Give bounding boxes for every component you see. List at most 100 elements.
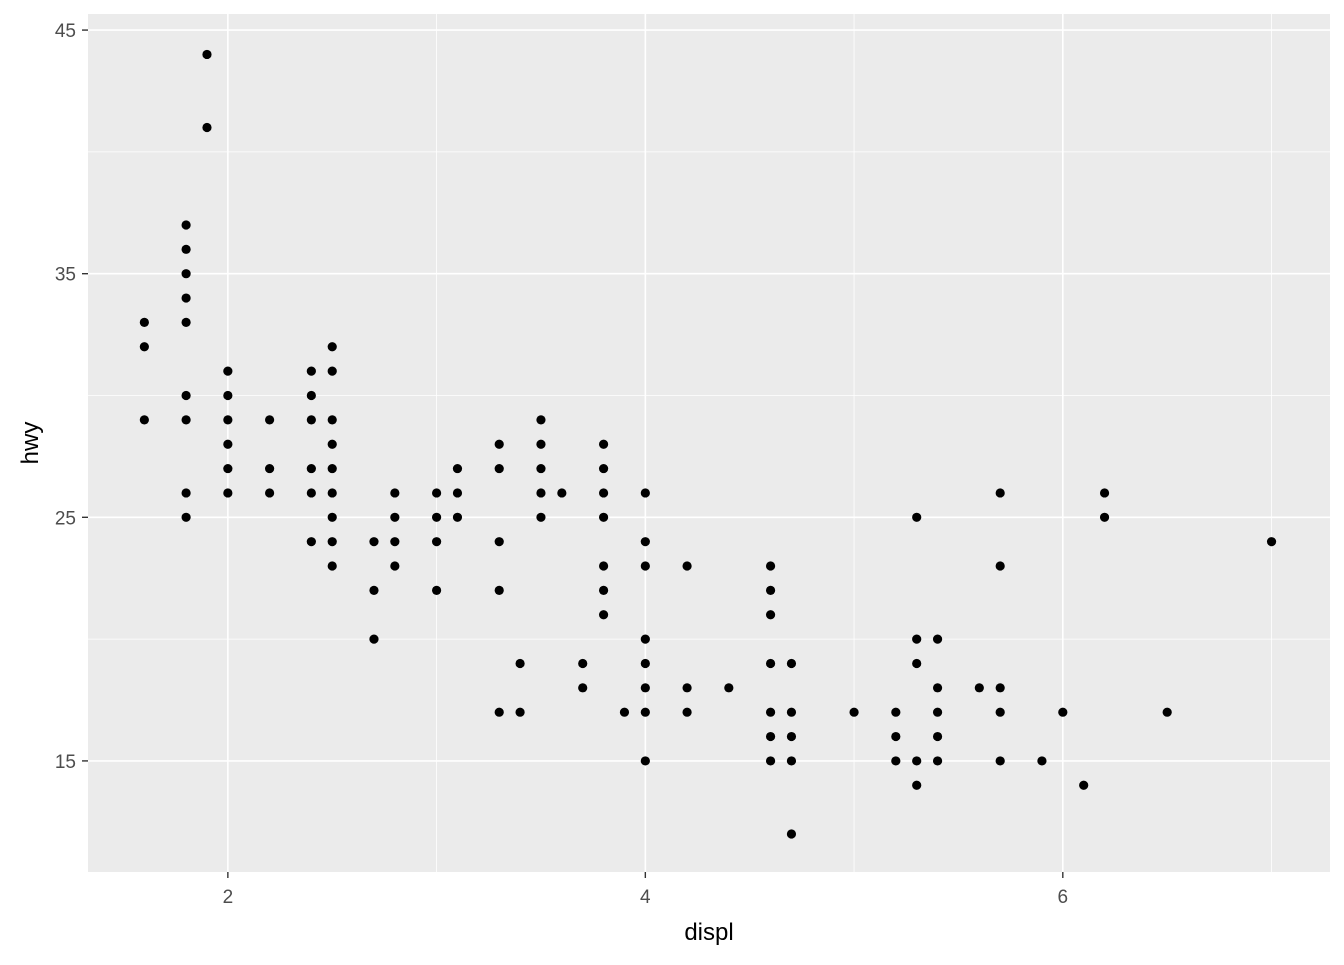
data-point bbox=[640, 561, 650, 571]
data-points bbox=[139, 49, 1277, 839]
data-point bbox=[452, 512, 463, 522]
data-point bbox=[598, 488, 609, 498]
data-point bbox=[640, 634, 650, 644]
data-point bbox=[306, 415, 316, 425]
data-point bbox=[1058, 707, 1068, 717]
data-point bbox=[974, 683, 984, 693]
data-point bbox=[369, 537, 379, 547]
data-point bbox=[536, 488, 546, 498]
data-point bbox=[682, 561, 692, 571]
data-point bbox=[181, 293, 191, 303]
data-point bbox=[306, 390, 316, 401]
data-point bbox=[786, 707, 797, 717]
data-point bbox=[327, 512, 337, 522]
data-point bbox=[181, 415, 191, 425]
data-point bbox=[932, 756, 943, 766]
data-point bbox=[995, 683, 1005, 693]
data-point bbox=[181, 269, 191, 279]
data-point bbox=[995, 561, 1005, 571]
data-point bbox=[181, 220, 191, 230]
data-point bbox=[494, 707, 504, 717]
y-axis-label: hwy bbox=[17, 422, 44, 465]
data-point bbox=[536, 463, 546, 474]
data-point bbox=[223, 439, 233, 449]
data-point bbox=[995, 488, 1005, 498]
data-point bbox=[327, 561, 337, 571]
y-tick-label: 35 bbox=[55, 265, 76, 286]
data-point bbox=[765, 756, 776, 766]
data-point bbox=[139, 342, 149, 352]
x-tick-label: 4 bbox=[640, 887, 651, 908]
data-point bbox=[1079, 780, 1089, 790]
data-point bbox=[223, 463, 233, 474]
data-point bbox=[640, 488, 650, 498]
data-point bbox=[786, 756, 797, 766]
data-point bbox=[640, 756, 650, 766]
data-point bbox=[995, 707, 1005, 717]
data-point bbox=[786, 731, 797, 742]
data-point bbox=[891, 707, 901, 717]
data-point bbox=[682, 683, 692, 693]
data-point bbox=[1162, 707, 1172, 717]
data-point bbox=[912, 634, 922, 644]
data-point bbox=[181, 317, 191, 328]
data-point bbox=[369, 634, 379, 644]
data-point bbox=[223, 366, 233, 376]
data-point bbox=[431, 537, 442, 547]
data-point bbox=[557, 488, 567, 498]
data-point bbox=[912, 658, 922, 669]
gridlines bbox=[88, 14, 1330, 872]
data-point bbox=[494, 537, 504, 547]
data-point bbox=[765, 585, 776, 595]
data-point bbox=[536, 512, 546, 522]
data-point bbox=[598, 610, 609, 620]
data-point bbox=[932, 731, 943, 742]
data-point bbox=[786, 829, 797, 839]
data-point bbox=[327, 366, 337, 376]
data-point bbox=[139, 415, 149, 425]
data-point bbox=[765, 731, 776, 742]
data-point bbox=[452, 463, 463, 474]
data-point bbox=[891, 731, 901, 742]
y-tick-label: 25 bbox=[55, 508, 76, 529]
data-point bbox=[265, 488, 275, 498]
y-tick-label: 45 bbox=[55, 21, 76, 42]
data-point bbox=[327, 415, 337, 425]
data-point bbox=[181, 244, 191, 254]
data-point bbox=[390, 537, 400, 547]
x-tick-label: 6 bbox=[1058, 887, 1069, 908]
data-point bbox=[431, 488, 442, 498]
data-point bbox=[431, 512, 442, 522]
data-point bbox=[765, 561, 776, 571]
data-point bbox=[536, 439, 546, 449]
plot-panel bbox=[88, 14, 1330, 872]
data-point bbox=[452, 488, 463, 498]
data-point bbox=[536, 415, 546, 425]
data-point bbox=[202, 49, 212, 60]
data-point bbox=[181, 512, 191, 522]
data-point bbox=[390, 488, 400, 498]
data-point bbox=[223, 415, 233, 425]
data-point bbox=[139, 317, 149, 328]
axes: 2 4 6 15 25 35 45 bbox=[55, 21, 1068, 908]
data-point bbox=[578, 658, 588, 669]
data-point bbox=[181, 390, 191, 401]
data-point bbox=[912, 756, 922, 766]
data-point bbox=[327, 488, 337, 498]
data-point bbox=[369, 585, 379, 595]
data-point bbox=[181, 488, 191, 498]
data-point bbox=[765, 658, 776, 669]
data-point bbox=[995, 756, 1005, 766]
data-point bbox=[578, 683, 588, 693]
data-point bbox=[598, 439, 609, 449]
data-point bbox=[724, 683, 734, 693]
data-point bbox=[494, 439, 504, 449]
data-point bbox=[640, 537, 650, 547]
data-point bbox=[390, 512, 400, 522]
data-point bbox=[327, 537, 337, 547]
data-point bbox=[619, 707, 630, 717]
data-point bbox=[640, 658, 650, 669]
data-point bbox=[640, 683, 650, 693]
data-point bbox=[327, 342, 337, 352]
